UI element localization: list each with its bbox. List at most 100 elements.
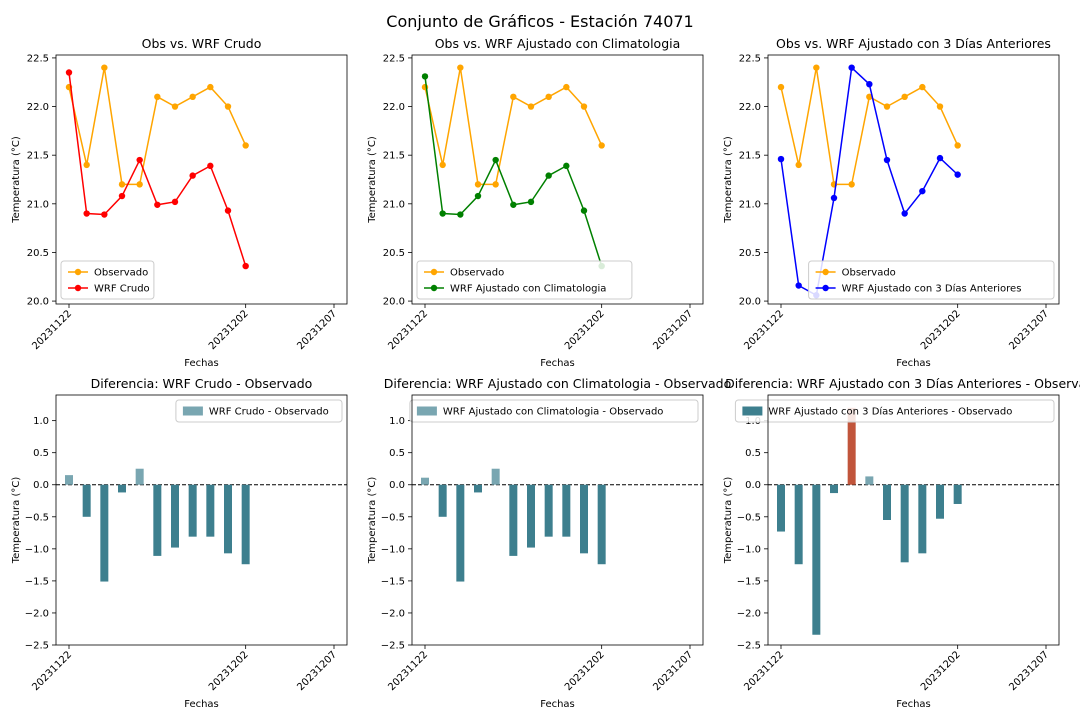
data-point	[207, 83, 214, 91]
y-tick-label: −2.0	[25, 608, 49, 619]
x-tick-label: 20231122	[742, 649, 786, 693]
y-tick-label: −2.0	[381, 608, 405, 619]
bar	[794, 484, 803, 565]
legend-swatch	[182, 406, 203, 416]
y-tick-label: 21.0	[383, 199, 405, 210]
y-tick-label: −2.5	[737, 641, 761, 652]
bar	[188, 484, 197, 537]
data-point	[171, 103, 179, 110]
data-point	[224, 103, 232, 110]
data-point	[901, 93, 908, 101]
data-point	[598, 142, 605, 149]
data-point	[439, 161, 446, 169]
data-point	[527, 103, 535, 110]
bar	[865, 476, 874, 485]
x-tick-label: 20231207	[651, 308, 695, 352]
bar	[936, 484, 944, 519]
chart-2: Obs vs. WRF Ajustado con Climatologia 20.…	[367, 36, 704, 369]
x-tick-label: 20231207	[1007, 308, 1051, 352]
plot-frame	[767, 394, 1060, 646]
data-point	[580, 207, 588, 214]
data-point	[154, 93, 161, 101]
bar	[830, 484, 838, 494]
y-tick-label: 0.5	[389, 448, 405, 459]
x-axis-label: Fechas	[184, 699, 219, 710]
legend-box	[808, 260, 1055, 300]
y-tick-label: 1.0	[33, 416, 49, 427]
x-tick-label: 20231122	[30, 308, 74, 352]
data-point	[866, 93, 873, 101]
chart-1: Obs vs. WRF Crudo 20.0 20.5 21.0 21.5 22.0 22.…	[11, 36, 348, 369]
x-tick-label: 20231202	[919, 308, 963, 352]
figure-title: Conjunto de Gráficos - Estación 74071	[386, 12, 693, 31]
chart-title: Diferencia: WRF Ajustado con Climatologi…	[384, 376, 732, 391]
x-tick-label: 20231122	[30, 649, 74, 693]
bar	[224, 484, 232, 554]
data-point	[883, 156, 891, 164]
legend-marker	[430, 268, 438, 276]
data-point	[510, 93, 517, 101]
y-axis-label: Temperatura (°C)	[11, 136, 22, 224]
legend-label: Observado	[842, 268, 896, 279]
chart-title: Diferencia: WRF Ajustado con 3 Días Ante…	[725, 376, 1080, 391]
bar	[421, 477, 429, 485]
bar	[118, 484, 126, 493]
plot-frame	[411, 54, 704, 305]
bar	[100, 484, 109, 582]
legend-box	[60, 260, 155, 300]
legend: WRF Ajustado con 3 Días Anteriores - Obs…	[734, 399, 1055, 423]
chart-5: Diferencia: WRF Ajustado con Climatologi…	[367, 376, 731, 710]
bar	[580, 484, 588, 554]
bar	[456, 484, 465, 582]
data-point	[474, 181, 482, 188]
data-point	[563, 83, 570, 91]
data-point	[207, 162, 214, 170]
legend-box	[409, 399, 699, 423]
data-point	[545, 93, 552, 101]
y-axis-label: Temperatura (°C)	[11, 477, 22, 565]
legend-label: WRF Ajustado con Climatologia - Observad…	[443, 407, 664, 418]
bar	[847, 407, 856, 485]
y-tick-label: 0.5	[745, 448, 761, 459]
chart-3: Obs vs. WRF Ajustado con 3 Días Anterior…	[723, 36, 1060, 369]
x-tick-label: 20231202	[207, 308, 251, 352]
data-point	[118, 181, 126, 188]
y-tick-label: 22.0	[383, 102, 405, 113]
x-axis-label: Fechas	[540, 699, 575, 710]
legend-label: WRF Crudo - Observado	[209, 407, 329, 418]
data-point	[189, 93, 196, 101]
y-tick-label: 22.0	[27, 102, 49, 113]
legend-box	[175, 399, 343, 423]
y-tick-label: −1.0	[381, 544, 405, 555]
y-tick-label: 0.5	[33, 448, 49, 459]
y-tick-label: 20.0	[27, 297, 49, 308]
series-line	[424, 76, 603, 267]
data-point	[171, 198, 179, 206]
bar	[65, 475, 73, 485]
y-tick-label: −2.0	[737, 608, 761, 619]
data-point	[101, 211, 108, 218]
bar	[491, 468, 500, 485]
x-axis-label: Fechas	[184, 358, 219, 369]
y-tick-label: 21.0	[27, 199, 49, 210]
y-tick-label: 20.0	[383, 297, 405, 308]
y-tick-label: 21.5	[383, 151, 405, 162]
data-point	[224, 207, 232, 214]
bar	[883, 484, 891, 520]
bar	[241, 484, 250, 565]
data-point	[563, 162, 570, 170]
plot-frame	[767, 54, 1060, 305]
data-point	[936, 154, 944, 162]
data-point	[795, 282, 802, 289]
data-point	[936, 103, 944, 110]
y-tick-label: 20.5	[739, 248, 761, 259]
y-tick-label: −2.5	[25, 641, 49, 652]
legend-swatch	[416, 406, 437, 416]
bar	[597, 484, 606, 565]
y-tick-label: 0.0	[33, 480, 49, 491]
x-tick-label: 20231207	[651, 649, 695, 693]
y-tick-label: −1.0	[25, 544, 49, 555]
y-tick-label: −1.5	[381, 576, 405, 587]
bar	[474, 484, 482, 493]
legend-box	[734, 399, 1055, 423]
